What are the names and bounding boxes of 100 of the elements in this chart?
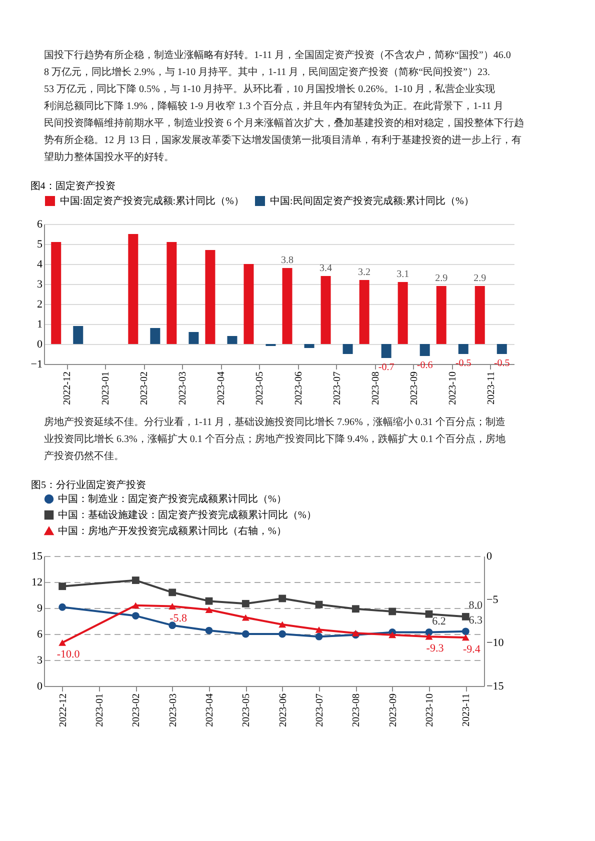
- bar: [496, 344, 507, 354]
- point: [315, 626, 323, 633]
- y-tick-label: 0: [37, 680, 43, 692]
- legend-label: 中国：基础设施建设：固定资产投资完成额累计同比（%）: [58, 509, 316, 521]
- point: [278, 630, 286, 638]
- y-tick-label: 0: [37, 338, 43, 350]
- y-tick-label: 6: [37, 218, 43, 230]
- bar: [458, 344, 468, 354]
- bar: [474, 286, 485, 344]
- data-label: -10.0: [56, 648, 80, 661]
- bar: [282, 268, 292, 344]
- bar: [342, 344, 353, 354]
- x-tick-label: 2023-08: [370, 372, 382, 405]
- x-tick-label: 2023-01: [94, 694, 106, 727]
- x-tick-label: 2022-12: [58, 694, 69, 727]
- point: [242, 630, 250, 638]
- y-tick-label: −1: [30, 358, 42, 370]
- data-label: 3.8: [281, 255, 294, 266]
- point: [462, 634, 470, 641]
- bar: [166, 242, 177, 344]
- bar: [381, 344, 392, 358]
- point: [58, 582, 66, 590]
- point: [168, 622, 176, 630]
- bar: [73, 326, 84, 344]
- data-label: 3.4: [320, 263, 332, 274]
- point: [388, 608, 396, 616]
- y2-tick-label: 0: [486, 550, 492, 562]
- bar: [244, 264, 254, 344]
- point: [388, 632, 396, 638]
- bar: [188, 332, 199, 344]
- point: [425, 633, 433, 640]
- text: 国投下行趋势有所企稳，制造业涨幅略有好转。1-11 月，全国固定资产投资（不含农户，简称“国投”）46.08 万亿元，同比增长 2.9%，与 1-10 月持平。其中，1-11 月，民间固定资产投资（简称“民间投资”）23.53 万亿元，同比下降 0.5%，与 1-10 月持平。从环比看，10 月国投增长 0.26%。1-10 月，私营企业实现利润总额同比下降 1.9%，降幅较 1-9 月收窄 1.3 个百分点，并且年内有望转负为正。在此背景下，1-11 月民间投资降幅维持前期水平，制造业投资 6 个月来涨幅首次扩大，叠加基建投资的相对稳定，国投整体下行趋势有所企稳。12 月 13 日，国家发展改革委下达增发国债第一批项目清单，有利于基建投资的进一步上行，有望助力整体国投水平的好转。: [44, 49, 524, 163]
- point: [462, 628, 470, 636]
- x-tick-label: 2023-04: [204, 694, 216, 727]
- y-tick-label: 3: [37, 278, 43, 290]
- point: [132, 602, 140, 609]
- y2-tick-label: −10: [486, 637, 504, 650]
- data-label: -0.5: [494, 358, 510, 369]
- legend-label: 中国:固定资产投资完成额:累计同比（%）: [60, 195, 244, 207]
- point: [315, 632, 323, 640]
- data-label: 2.9: [435, 273, 448, 284]
- y-tick-label: 4: [37, 258, 43, 270]
- x-tick-label: 2023-09: [408, 372, 420, 405]
- legend-label: 中国：制造业：固定资产投资完成额累计同比（%）: [58, 493, 286, 505]
- bar: [359, 280, 370, 344]
- x-tick-label: 2023-09: [388, 694, 399, 727]
- y-tick-label: 1: [37, 318, 42, 330]
- point: [205, 606, 213, 613]
- bar: [227, 336, 238, 344]
- x-tick-label: 2023-10: [447, 372, 458, 405]
- chart-title: 图4：固定资产投资: [30, 180, 116, 192]
- point: [425, 610, 433, 618]
- data-label: 8.0: [468, 600, 484, 612]
- y2-tick-label: −5: [486, 594, 499, 606]
- x-tick-label: 2023-03: [168, 694, 179, 727]
- y-tick-label: 5: [37, 238, 43, 250]
- bar: [320, 276, 331, 344]
- x-tick-label: 2023-01: [100, 372, 112, 405]
- point: [352, 605, 360, 613]
- x-tick-label: 2023-02: [131, 694, 142, 727]
- point: [58, 639, 66, 646]
- x-tick-label: 2023-02: [139, 372, 150, 405]
- x-tick-label: 2023-07: [332, 372, 343, 405]
- data-label: -5.8: [170, 612, 188, 624]
- x-tick-label: 2023-07: [314, 694, 326, 727]
- y-tick-label: 9: [37, 602, 43, 614]
- data-label: -0.6: [416, 360, 433, 371]
- point: [352, 630, 360, 636]
- x-tick-label: 2023-05: [241, 694, 252, 727]
- y-tick-label: 6: [37, 628, 43, 640]
- legend-label: 中国：房地产开发投资完成额累计同比（右轴，%）: [58, 525, 286, 537]
- y-tick-label: 2: [37, 298, 42, 310]
- point: [58, 603, 66, 611]
- point: [205, 597, 213, 605]
- y2-tick-label: −15: [486, 680, 504, 692]
- x-tick-label: 2023-10: [424, 694, 436, 727]
- point: [205, 626, 213, 634]
- bar: [420, 344, 430, 356]
- data-label: 6.2: [432, 615, 446, 628]
- x-tick-label: 2023-08: [351, 694, 362, 727]
- bar: [205, 250, 216, 344]
- data-label: 2.9: [474, 273, 486, 284]
- bar: [398, 282, 408, 344]
- x-tick-label: 2023-11: [486, 372, 497, 404]
- y-tick-label: 3: [37, 654, 43, 666]
- data-label: 3.1: [396, 269, 410, 280]
- point: [242, 614, 250, 621]
- data-label: -0.7: [378, 362, 394, 373]
- bar: [128, 234, 138, 344]
- x-tick-label: 2023-06: [278, 694, 289, 727]
- point: [278, 594, 286, 602]
- point: [132, 612, 140, 620]
- y-tick-label: 12: [32, 576, 42, 588]
- x-tick-label: 2023-03: [178, 372, 189, 405]
- point: [278, 621, 286, 628]
- x-tick-label: 2023-11: [461, 694, 472, 726]
- bar: [51, 242, 62, 344]
- x-tick-label: 2023-05: [254, 372, 266, 405]
- data-label: 6.3: [468, 614, 484, 626]
- legend-label: 中国:民间固定资产投资完成额:累计同比（%）: [270, 195, 474, 207]
